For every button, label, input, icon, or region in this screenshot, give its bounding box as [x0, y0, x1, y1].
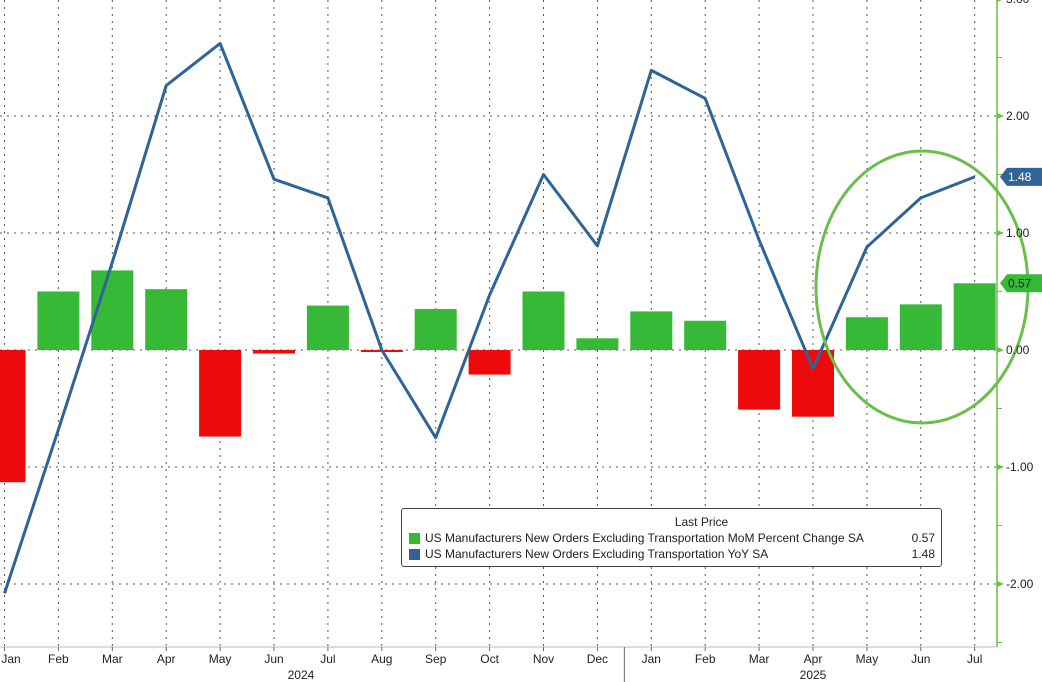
bar-mom — [792, 350, 834, 417]
x-tick-label: Jun — [264, 652, 283, 666]
legend-swatch-blue — [409, 548, 420, 560]
bar-mom — [0, 350, 26, 483]
x-tick-label: Feb — [695, 652, 716, 666]
x-tick-label: Nov — [533, 652, 554, 666]
last-value-tags: 1.48 0.57 — [1000, 167, 1042, 293]
x-tick-label: Jun — [911, 652, 930, 666]
year-label: 2024 — [288, 668, 315, 682]
x-tick-label: Jan — [1, 652, 20, 666]
legend-item-yoy: US Manufacturers New Orders Excluding Tr… — [402, 546, 941, 562]
bar-mom — [845, 317, 888, 350]
y-tick-arrow — [997, 230, 1004, 236]
y-tick-label: 1.00 — [1006, 226, 1030, 240]
bar-mom — [468, 350, 511, 375]
x-tick-label: Oct — [480, 652, 499, 666]
y-tick-arrow — [997, 581, 1004, 587]
x-tick-label: Sep — [425, 652, 447, 666]
x-tick-label: May — [856, 652, 879, 666]
bar-mom — [414, 309, 457, 350]
y-tick-label: 3.00 — [1006, 0, 1030, 6]
y-tick-arrow — [997, 0, 1002, 2]
bar-mom — [576, 338, 619, 350]
x-tick-label: Jul — [967, 652, 982, 666]
bar-mom — [199, 350, 242, 437]
bar-mom — [145, 289, 188, 350]
x-tick-label: May — [209, 652, 232, 666]
bar-mom — [37, 291, 80, 350]
legend-title: Last Price — [674, 515, 729, 529]
x-tick-label: Mar — [749, 652, 770, 666]
bar-mom — [630, 311, 673, 350]
year-label: 2025 — [800, 668, 827, 682]
legend-swatch-green — [409, 532, 420, 544]
bar-mom — [253, 350, 295, 354]
bar-mom — [738, 350, 781, 410]
x-tick-label: Feb — [48, 652, 69, 666]
y-tick-arrow — [997, 464, 1004, 470]
x-tick-label: Apr — [157, 652, 176, 666]
legend: Last Price US Manufacturers New Orders E… — [401, 508, 942, 567]
y-tick-label: -1.00 — [1006, 460, 1034, 474]
bar-mom — [953, 283, 996, 350]
y-tick-label: -2.00 — [1006, 577, 1034, 591]
x-tick-label: Jan — [642, 652, 661, 666]
bar-mom — [522, 291, 565, 350]
x-tick-label: Jul — [320, 652, 335, 666]
bar-mom — [899, 304, 942, 350]
last-value-label: 0.57 — [1008, 276, 1032, 290]
legend-label: US Manufacturers New Orders Excluding Tr… — [425, 547, 769, 561]
y-tick-arrow — [997, 347, 1004, 353]
y-axis: 3.00 2.00 1.00 0.00 -1.00 -2.00 — [996, 0, 1034, 647]
bars — [0, 43, 996, 594]
x-tick-label: Dec — [587, 652, 608, 666]
last-value-tag — [1000, 274, 1042, 293]
x-tick-label: Mar — [102, 652, 123, 666]
bar-mom — [306, 305, 349, 350]
last-value-tag — [1000, 167, 1042, 186]
y-tick-label: 0.00 — [1006, 343, 1030, 357]
yoy-line — [3, 41, 976, 594]
x-tick-label: Aug — [371, 652, 392, 666]
x-tick-label: Apr — [804, 652, 823, 666]
legend-value: 1.48 — [911, 547, 935, 561]
y-tick-arrow — [997, 113, 1004, 119]
y-tick-label: 2.00 — [1006, 109, 1030, 123]
legend-item-mom: US Manufacturers New Orders Excluding Tr… — [402, 530, 941, 546]
x-axis: Jan Feb Mar Apr May Jun Jul Aug Sep Oct Nov Dec Jan F… — [0, 646, 997, 682]
legend-label: US Manufacturers New Orders Excluding Tr… — [425, 531, 864, 545]
last-value-label: 1.48 — [1008, 170, 1032, 184]
bar-mom — [684, 320, 727, 350]
legend-value: 0.57 — [911, 531, 935, 545]
